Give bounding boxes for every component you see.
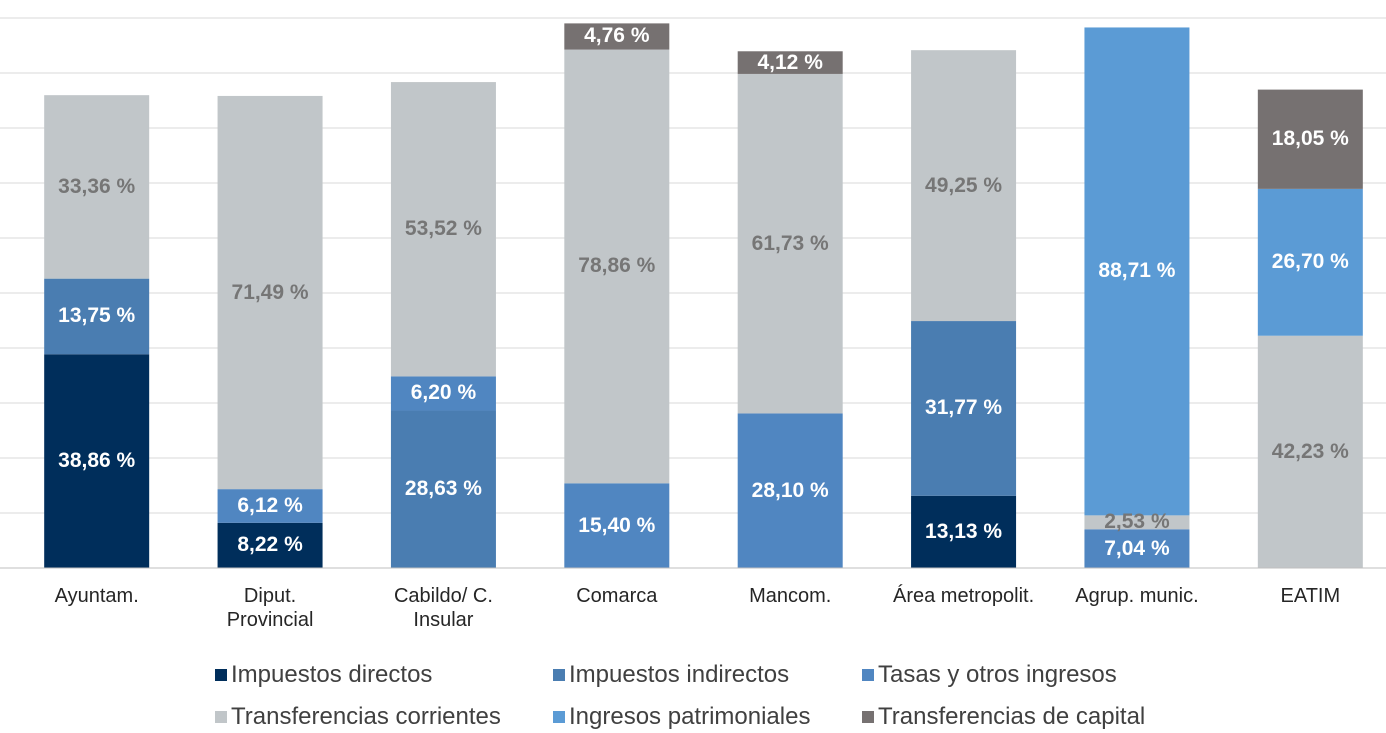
value-label: 28,63 % bbox=[404, 477, 482, 501]
value-label: 49,25 % bbox=[925, 173, 1003, 197]
legend-label: Impuestos directos bbox=[231, 661, 433, 688]
legend-swatch bbox=[553, 711, 565, 723]
value-label: 78,86 % bbox=[578, 254, 656, 278]
value-label: 4,12 % bbox=[757, 50, 823, 74]
value-label: 26,70 % bbox=[1271, 250, 1349, 274]
value-label: 2,53 % bbox=[1104, 510, 1170, 534]
x-tick-label: Área metropolit. bbox=[892, 585, 1035, 607]
legend-label: Transferencias de capital bbox=[878, 703, 1146, 730]
bar-segment bbox=[217, 489, 323, 523]
value-label: 13,13 % bbox=[925, 519, 1003, 543]
bar-segment bbox=[1257, 89, 1363, 189]
legend-swatch bbox=[215, 711, 227, 723]
legend-item: Impuestos indirectos bbox=[553, 661, 789, 689]
value-label: 53,52 % bbox=[404, 217, 482, 241]
value-label: 4,76 % bbox=[584, 24, 650, 48]
value-label: 71,49 % bbox=[231, 280, 309, 304]
bar-segment bbox=[1257, 335, 1363, 568]
legend-label: Transferencias corrientes bbox=[231, 703, 501, 730]
legend-swatch bbox=[215, 669, 227, 681]
x-tick-label: Mancom. bbox=[749, 585, 832, 607]
x-tick-label: Ayuntam. bbox=[54, 585, 139, 607]
value-label: 18,05 % bbox=[1271, 127, 1349, 151]
bar-segment bbox=[737, 73, 843, 414]
bar-segment bbox=[44, 278, 150, 355]
legend-swatch bbox=[553, 669, 565, 681]
legend-swatch bbox=[862, 669, 874, 681]
legend-item: Impuestos directos bbox=[215, 661, 432, 689]
bar-segment bbox=[564, 23, 670, 50]
bar-segment bbox=[737, 51, 843, 74]
bar-segment bbox=[217, 522, 323, 568]
bar-segment bbox=[390, 82, 496, 377]
bar-segment bbox=[390, 410, 496, 568]
value-label: 28,10 % bbox=[751, 478, 829, 502]
bar-segment bbox=[564, 49, 670, 484]
value-label: 7,04 % bbox=[1104, 536, 1170, 560]
value-label: 15,40 % bbox=[578, 513, 656, 537]
legend-label: Ingresos patrimoniales bbox=[569, 703, 811, 730]
bar-segment bbox=[911, 50, 1017, 322]
bar-segment bbox=[737, 413, 843, 568]
bar-segment bbox=[1084, 529, 1190, 568]
bar-segment bbox=[911, 495, 1017, 568]
bar-segment bbox=[1084, 27, 1190, 516]
x-tick-label: EATIM bbox=[1280, 585, 1341, 607]
legend-label: Impuestos indirectos bbox=[569, 661, 790, 688]
value-label: 61,73 % bbox=[751, 231, 829, 255]
x-tick-label: Agrup. munic. bbox=[1075, 585, 1199, 607]
bar-segment bbox=[1257, 188, 1363, 336]
value-label: 6,12 % bbox=[237, 493, 303, 517]
legend-label: Tasas y otros ingresos bbox=[878, 661, 1117, 688]
value-label: 6,20 % bbox=[410, 381, 477, 405]
bar-segment bbox=[911, 321, 1017, 496]
value-label: 88,71 % bbox=[1098, 259, 1176, 283]
value-label: 33,36 % bbox=[58, 174, 136, 198]
bar-segment bbox=[390, 376, 496, 411]
x-tick-label: Comarca bbox=[576, 585, 658, 607]
bar-segment bbox=[44, 95, 150, 279]
value-label: 31,77 % bbox=[925, 396, 1003, 420]
legend-item: Transferencias corrientes bbox=[215, 703, 501, 731]
bar-segment bbox=[44, 354, 150, 568]
bar-segment bbox=[217, 95, 323, 490]
value-label: 42,23 % bbox=[1271, 439, 1349, 463]
value-label: 38,86 % bbox=[58, 449, 136, 473]
legend-item: Transferencias de capital bbox=[862, 703, 1145, 731]
value-label: 8,22 % bbox=[237, 533, 303, 557]
legend-item: Tasas y otros ingresos bbox=[862, 661, 1117, 689]
legend-item: Ingresos patrimoniales bbox=[553, 703, 810, 731]
bar-segment bbox=[564, 483, 670, 568]
value-label: 13,75 % bbox=[58, 304, 136, 328]
bar-segment bbox=[1084, 515, 1190, 530]
x-tick-label: Diput. Provincial bbox=[226, 585, 314, 631]
legend-swatch bbox=[862, 711, 874, 723]
x-tick-label: Cabildo/ C. Insular bbox=[393, 585, 493, 631]
